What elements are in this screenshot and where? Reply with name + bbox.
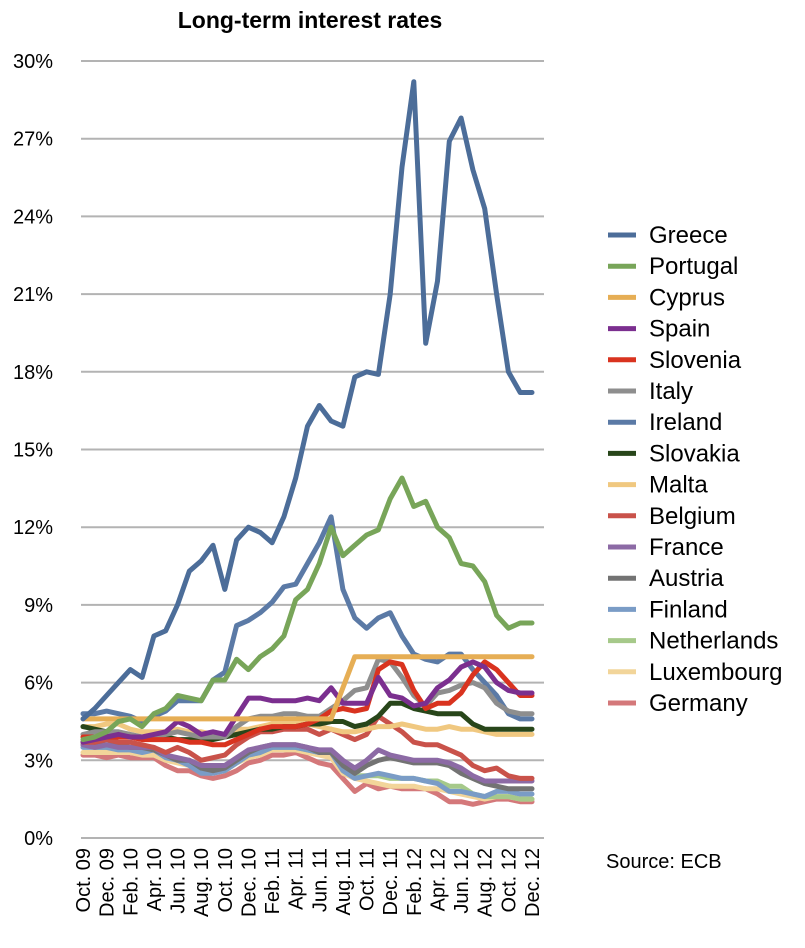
legend-label: Cyprus xyxy=(649,284,725,311)
legend-label: Malta xyxy=(649,472,708,499)
legend-label: Netherlands xyxy=(649,628,778,655)
legend-item-greece: Greece xyxy=(608,222,728,249)
legend-label: Finland xyxy=(649,596,728,623)
legend-item-italy: Italy xyxy=(608,378,693,405)
x-tick-label: Apr. 11 xyxy=(286,848,308,910)
legend-label: Ireland xyxy=(649,409,722,436)
legend-item-netherlands: Netherlands xyxy=(608,628,778,655)
y-tick-label: 15% xyxy=(13,440,53,462)
y-tick-label: 18% xyxy=(13,362,53,384)
legend-label: Greece xyxy=(649,222,728,249)
x-tick-label: Jun. 11 xyxy=(309,848,331,912)
source-note: Source: ECB xyxy=(606,851,722,873)
legend-label: France xyxy=(649,534,724,561)
y-axis: 0% 3% 6% 9% 12% 15% 18% 21% 24% 27% 30% xyxy=(13,51,53,850)
legend-label: Luxembourg xyxy=(649,659,782,686)
legend-item-cyprus: Cyprus xyxy=(608,284,725,311)
series-line-slovenia xyxy=(80,659,535,748)
series-line-greece xyxy=(80,79,535,722)
x-tick-label: Aug. 11 xyxy=(333,848,355,915)
series-line-portugal xyxy=(80,475,535,743)
legend-label: Austria xyxy=(649,565,724,592)
legend-item-spain: Spain xyxy=(608,316,710,343)
series-line-belgium xyxy=(80,713,535,781)
y-tick-label: 3% xyxy=(24,750,53,772)
legend-label: Slovenia xyxy=(649,347,742,374)
legend-item-belgium: Belgium xyxy=(608,503,736,530)
x-tick-label: Feb. 12 xyxy=(404,848,426,916)
legend-item-austria: Austria xyxy=(608,565,724,592)
x-axis: Oct. 09 Dec. 09 Feb. 10 Apr. 10 Jun. 10 Aug. … xyxy=(73,848,544,917)
x-tick-label: Aug. 12 xyxy=(475,848,497,917)
legend-item-luxembourg: Luxembourg xyxy=(608,659,782,686)
x-tick-label: Aug. 10 xyxy=(191,848,213,917)
series-line-italy xyxy=(80,656,535,740)
y-tick-label: 30% xyxy=(13,51,53,73)
x-tick-label: Feb. 10 xyxy=(120,848,142,916)
x-tick-label: Oct. 09 xyxy=(73,848,95,912)
legend-label: Portugal xyxy=(649,253,738,280)
chart-title: Long-term interest rates xyxy=(178,7,443,33)
legend-label: Germany xyxy=(649,690,748,717)
legend-label: Slovakia xyxy=(649,440,740,467)
legend-item-ireland: Ireland xyxy=(608,409,722,436)
legend-label: Italy xyxy=(649,378,693,405)
x-tick-label: Oct. 12 xyxy=(498,848,520,912)
legend-item-portugal: Portugal xyxy=(608,253,738,280)
x-tick-label: Dec. 12 xyxy=(522,848,544,917)
x-tick-label: Oct. 10 xyxy=(215,848,237,912)
x-tick-label: Jun. 12 xyxy=(451,848,473,914)
x-tick-label: Apr. 10 xyxy=(144,848,166,911)
x-tick-label: Dec. 10 xyxy=(238,848,260,917)
legend-item-slovenia: Slovenia xyxy=(608,347,742,374)
x-tick-label: Oct. 11 xyxy=(357,848,379,911)
legend-item-malta: Malta xyxy=(608,472,708,499)
series-lines xyxy=(80,79,535,807)
legend-label: Belgium xyxy=(649,503,736,530)
x-tick-label: Jun. 10 xyxy=(168,848,190,914)
y-tick-label: 0% xyxy=(24,828,53,850)
y-tick-label: 27% xyxy=(13,129,53,151)
y-tick-label: 21% xyxy=(13,284,53,306)
legend-item-france: France xyxy=(608,534,724,561)
x-tick-label: Dec. 09 xyxy=(97,848,119,917)
legend: Greece Portugal Cyprus Spain Slovenia Italy Ir… xyxy=(608,222,782,717)
y-tick-label: 12% xyxy=(13,517,53,539)
legend-item-finland: Finland xyxy=(608,596,728,623)
y-tick-label: 9% xyxy=(24,595,53,617)
y-tick-label: 24% xyxy=(13,206,53,228)
series-line-germany xyxy=(80,750,535,807)
x-tick-label: Apr. 12 xyxy=(427,848,449,911)
x-tick-label: Dec. 11 xyxy=(380,848,402,915)
legend-label: Spain xyxy=(649,316,710,343)
x-tick-label: Feb. 11 xyxy=(262,848,284,914)
series-line-spain xyxy=(80,659,535,745)
y-tick-label: 6% xyxy=(24,673,53,695)
legend-item-germany: Germany xyxy=(608,690,748,717)
series-line-cyprus xyxy=(80,654,535,722)
legend-item-slovakia: Slovakia xyxy=(608,440,740,467)
